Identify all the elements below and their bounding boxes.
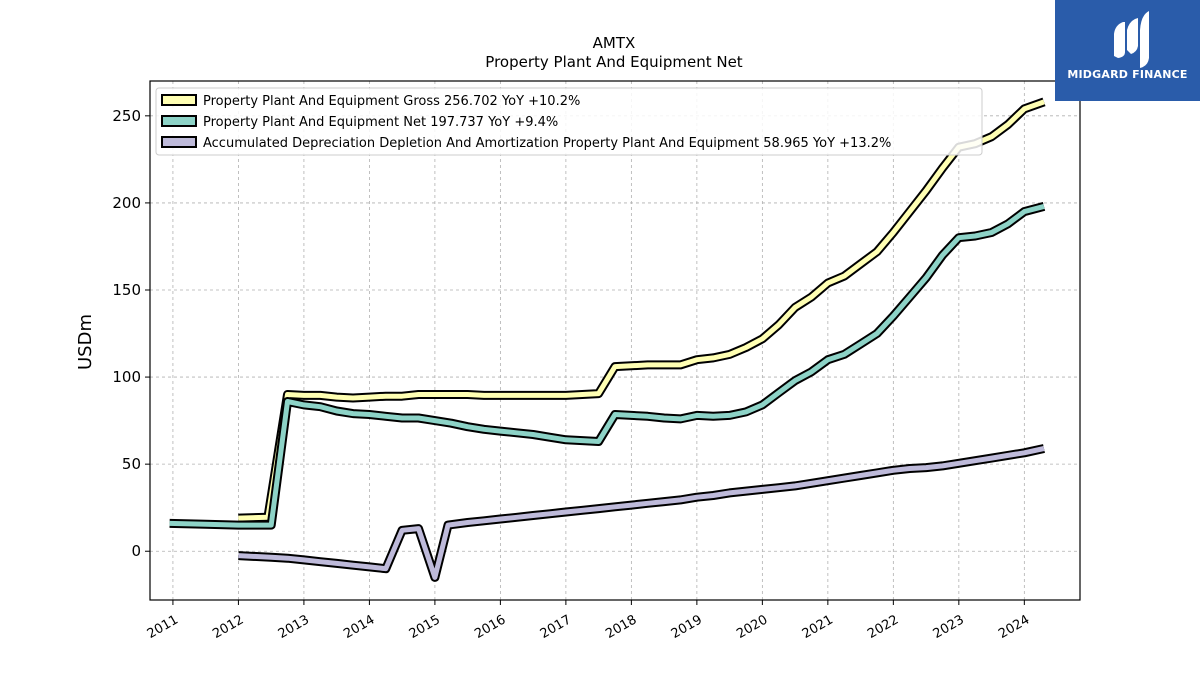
y-tick-label: 150 — [112, 281, 141, 299]
series-line — [169, 202, 1046, 530]
series-line-fill — [238, 99, 1045, 521]
legend-label: Property Plant And Equipment Net 197.737… — [203, 115, 558, 130]
series-layer — [169, 97, 1046, 582]
midgard-finance-logo: MIDGARD FINANCE — [1055, 0, 1200, 101]
series-line — [238, 444, 1045, 582]
legend: Property Plant And Equipment Gross 256.7… — [155, 87, 983, 156]
y-tick-label: 250 — [112, 107, 141, 125]
legend-label: Accumulated Depreciation Depletion And A… — [203, 136, 891, 151]
brand-name: MIDGARD FINANCE — [1067, 68, 1188, 81]
plot-frame — [149, 80, 1081, 601]
y-tick-label: 100 — [112, 368, 141, 386]
legend-swatch — [161, 94, 197, 106]
y-axis-label: USDm — [75, 314, 96, 370]
legend-swatch — [161, 136, 197, 148]
legend-item: Accumulated Depreciation Depletion And A… — [161, 136, 891, 151]
midgard-logo-mark-icon — [1114, 11, 1149, 68]
legend-swatch — [161, 115, 197, 127]
legend-item: Property Plant And Equipment Net 197.737… — [161, 115, 558, 130]
legend-box — [155, 87, 983, 156]
y-tick-label: 0 — [131, 542, 141, 560]
legend-item: Property Plant And Equipment Gross 256.7… — [161, 94, 580, 109]
y-tick-label: 200 — [112, 194, 141, 212]
chart-title: AMTX — [593, 34, 636, 52]
series-line-fill — [238, 446, 1045, 580]
chart-subtitle: Property Plant And Equipment Net — [485, 53, 742, 71]
series-line-fill — [169, 203, 1045, 528]
legend-label: Property Plant And Equipment Gross 256.7… — [203, 94, 580, 109]
series-line — [238, 97, 1046, 523]
y-tick-label: 50 — [122, 455, 141, 473]
y-axis: 0 50 100 150 200 250 — [112, 107, 150, 560]
